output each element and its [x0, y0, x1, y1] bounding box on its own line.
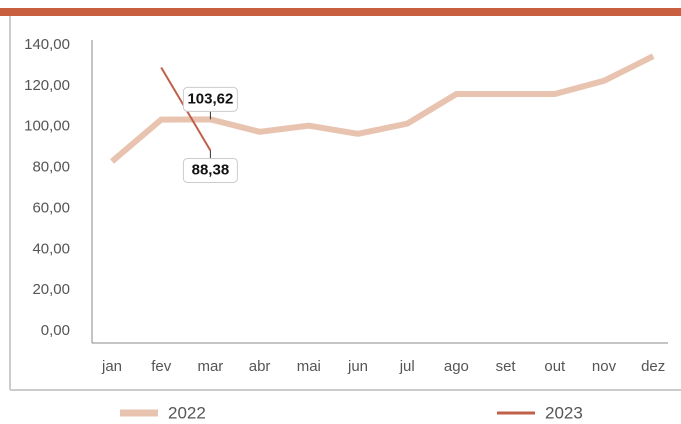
- legend-label: 2023: [545, 403, 583, 422]
- x-tick-label: jul: [399, 358, 415, 375]
- x-tick-label: set: [496, 358, 517, 375]
- x-tick-label: ago: [444, 358, 469, 375]
- legend-label: 2022: [168, 403, 206, 422]
- x-tick-label: mar: [197, 358, 223, 375]
- y-tick-label: 40,00: [32, 240, 70, 257]
- x-tick-label: mai: [297, 358, 321, 375]
- x-tick-label: dez: [641, 358, 665, 375]
- data-label: 88,38: [192, 161, 230, 178]
- y-tick-label: 80,00: [32, 159, 70, 176]
- x-tick-label: out: [544, 358, 566, 375]
- x-tick-label: jun: [347, 358, 368, 375]
- x-tick-label: jan: [101, 358, 122, 375]
- y-tick-label: 20,00: [32, 281, 70, 298]
- label-box: [182, 157, 238, 183]
- data-label: 103,62: [187, 90, 233, 107]
- y-tick-label: 0,00: [41, 322, 70, 339]
- y-tick-label: 120,00: [24, 77, 70, 94]
- top-bar: [0, 8, 681, 16]
- label-box: [182, 86, 238, 112]
- x-tick-label: nov: [592, 358, 617, 375]
- x-tick-label: fev: [151, 358, 172, 375]
- x-tick-label: abr: [249, 358, 271, 375]
- y-tick-label: 140,00: [24, 36, 70, 53]
- y-tick-label: 60,00: [32, 199, 70, 216]
- line-series: [110, 53, 655, 164]
- y-tick-label: 100,00: [24, 118, 70, 135]
